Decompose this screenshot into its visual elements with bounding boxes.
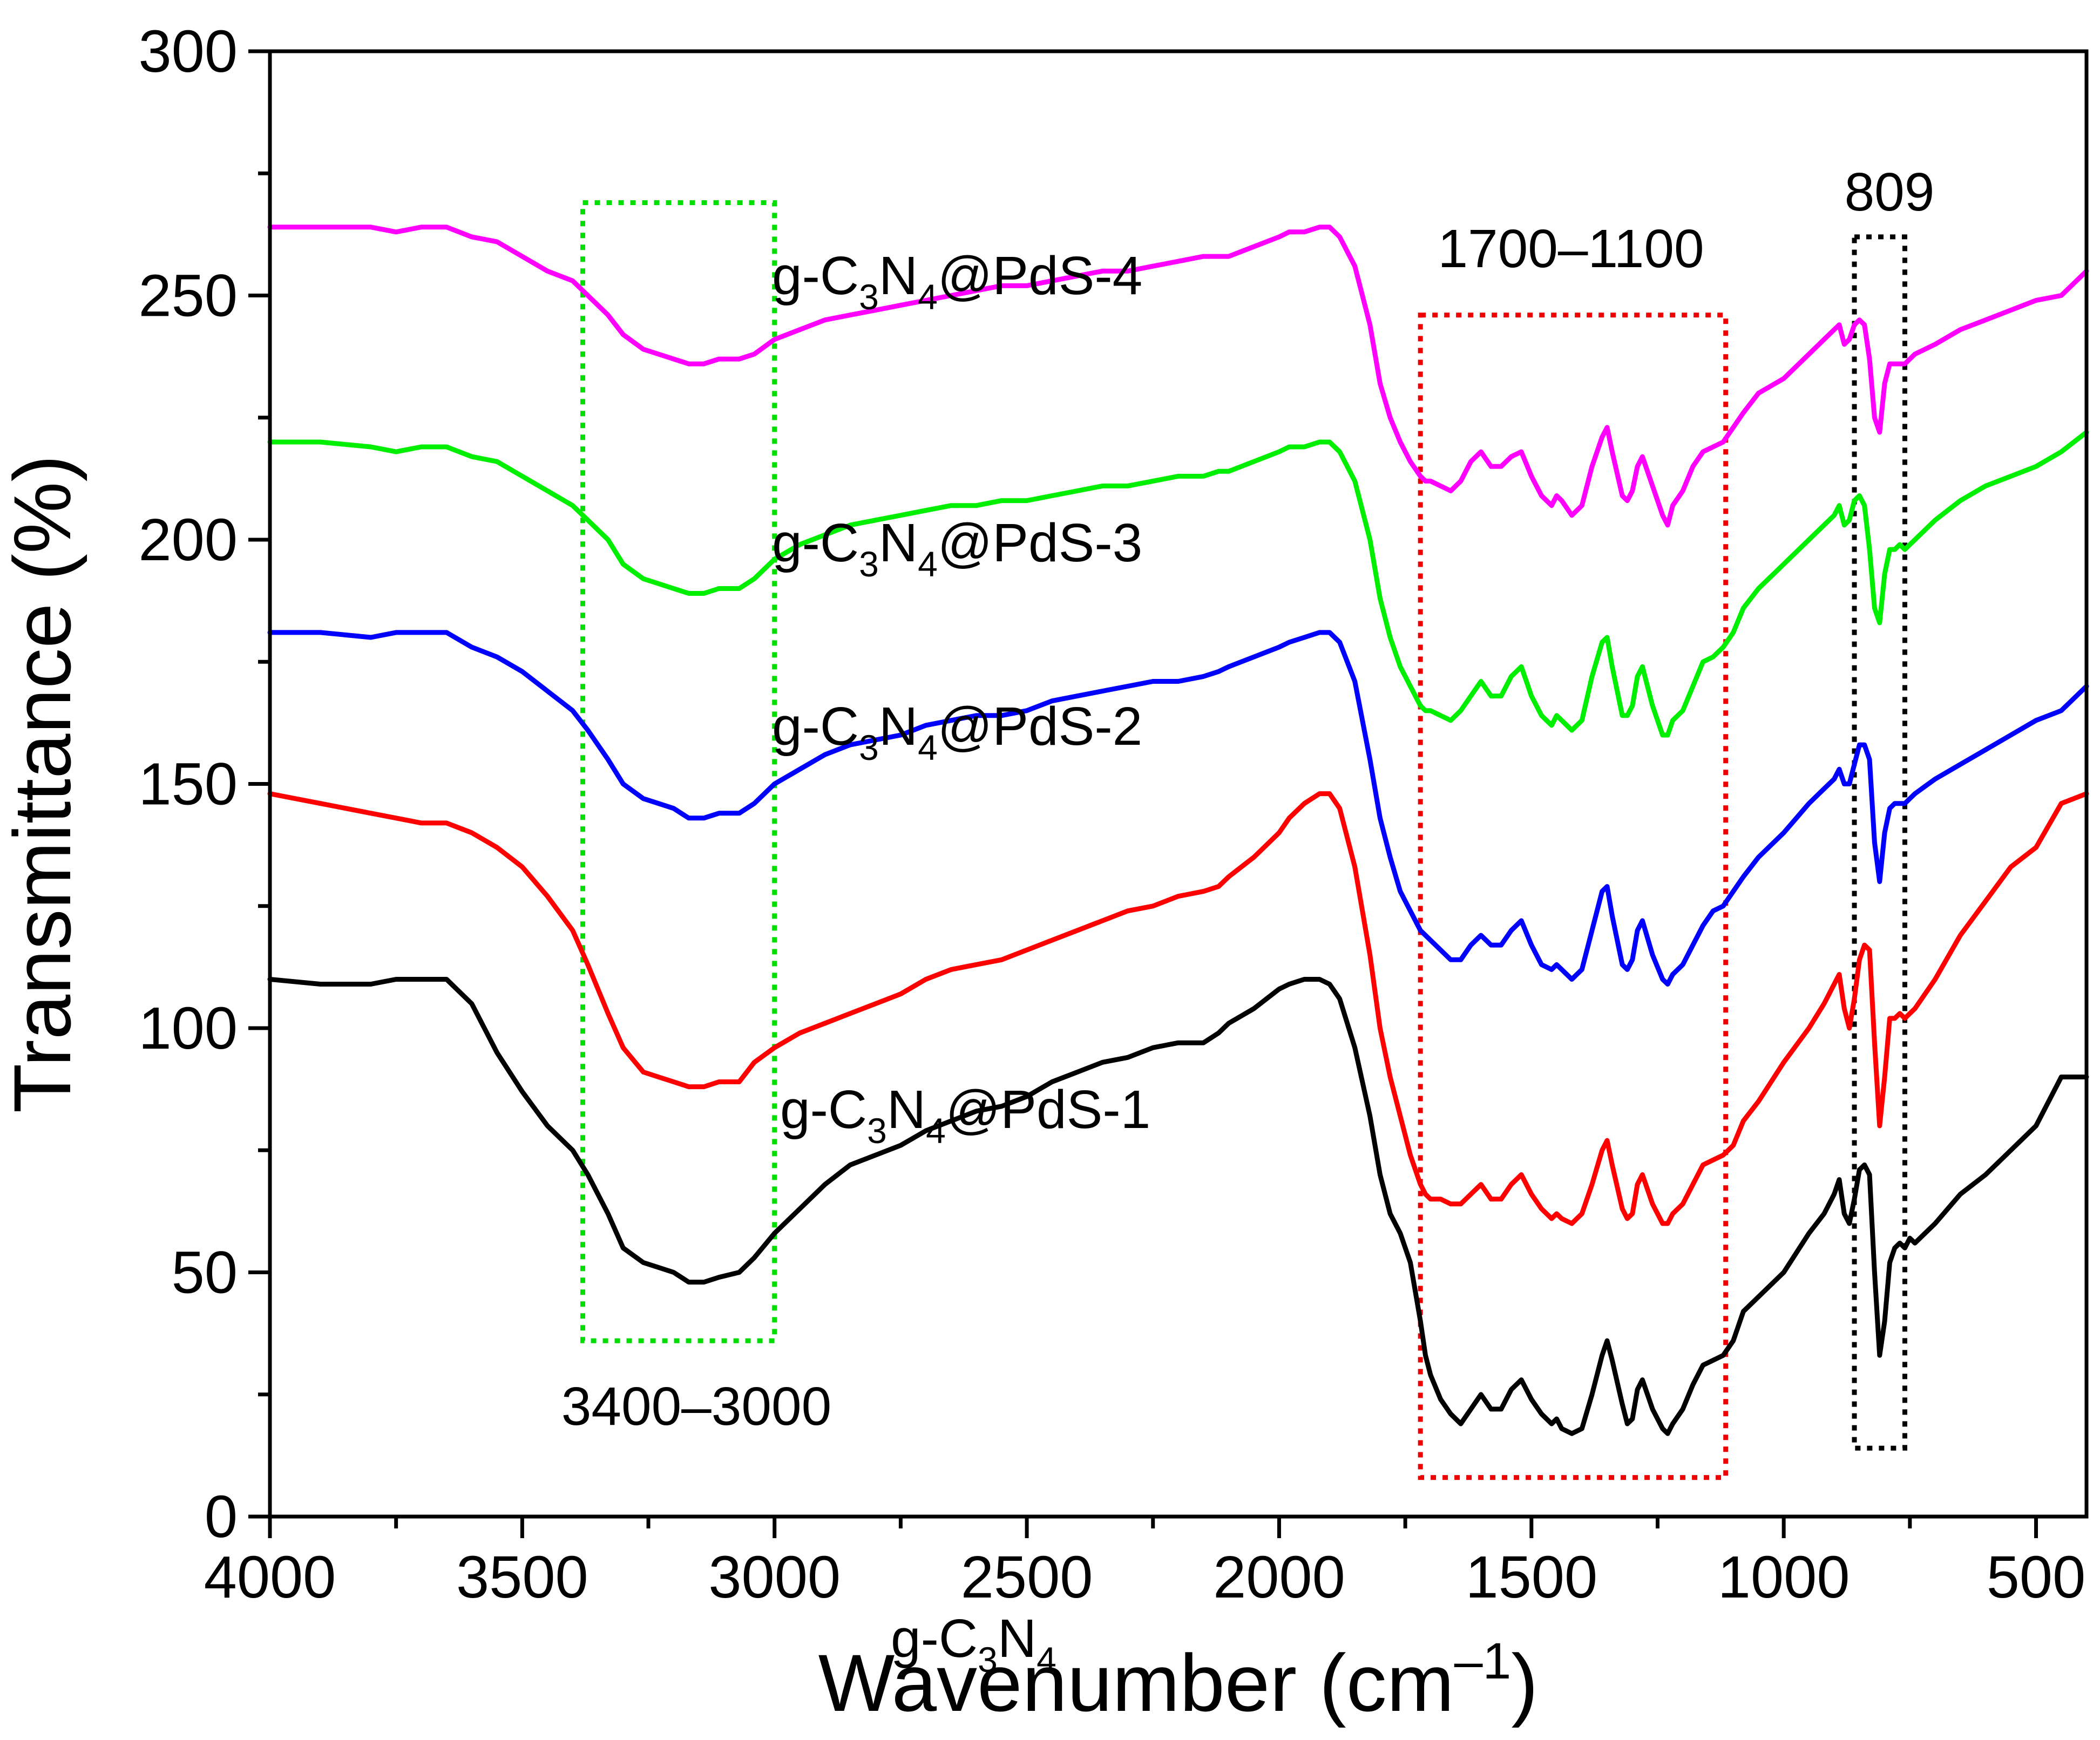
x-tick-label: 500 <box>1987 1544 2086 1610</box>
y-tick-label: 50 <box>172 1240 238 1306</box>
series-label-4: g-C3N4@PdS-4 <box>772 246 1142 317</box>
x-tick-label: 1000 <box>1718 1544 1850 1610</box>
annotation-boxes <box>580 200 1908 1480</box>
x-tick-label: 1500 <box>1465 1544 1597 1610</box>
series-line-3 <box>267 430 2089 738</box>
annotation-box-0 <box>580 200 777 1343</box>
x-axis-title: Wavenumber (cm–1) <box>818 1633 1539 1728</box>
plot-area <box>268 49 2089 1519</box>
series-label-0: g-C3N4 <box>891 1608 1056 1680</box>
series-lines <box>267 225 2089 1436</box>
annotation-box-1 <box>1418 312 1729 1480</box>
series-label-3: g-C3N4@PdS-3 <box>772 513 1142 584</box>
x-tick-label: 3500 <box>456 1544 588 1610</box>
series-labels: g-C3N4 g-C3N4@PdS-1 g-C3N4@PdS-2 g-C3N4@PdS… <box>772 246 1150 1680</box>
series-line-4 <box>267 225 2089 528</box>
series-label-2: g-C3N4@PdS-2 <box>772 696 1142 767</box>
x-tick-label: 4000 <box>204 1544 336 1610</box>
annotation-label-1: 1700–1100 <box>1438 219 1704 279</box>
y-axis-title: Transmittance (%) <box>0 455 87 1113</box>
series-line-1 <box>267 791 2089 1226</box>
annotation-label-2: 809 <box>1845 162 1935 222</box>
y-tick-label: 300 <box>138 18 238 85</box>
y-tick-label: 150 <box>138 751 238 818</box>
y-tick-label: 0 <box>205 1484 238 1550</box>
x-axis-title-superscript: –1 <box>1454 1633 1512 1690</box>
x-tick-label: 2000 <box>1213 1544 1345 1610</box>
series-line-2 <box>267 630 2089 987</box>
series-line-0 <box>267 977 2089 1436</box>
y-tick-label: 200 <box>138 507 238 573</box>
axis-ticks: 4000 3500 3000 2500 2000 1500 1000 500 0 50 100 150… <box>138 18 2085 1610</box>
series-label-1: g-C3N4@PdS-1 <box>780 1079 1150 1151</box>
x-tick-label: 3000 <box>708 1544 841 1610</box>
annotation-box-2 <box>1852 234 1908 1451</box>
x-tick-label: 2500 <box>961 1544 1093 1610</box>
y-tick-label: 250 <box>138 263 238 329</box>
annotation-label-0: 3400–3000 <box>561 1376 832 1437</box>
y-tick-label: 100 <box>138 995 238 1062</box>
annotation-labels: 3400–3000 1700–1100 809 <box>561 162 1935 1437</box>
